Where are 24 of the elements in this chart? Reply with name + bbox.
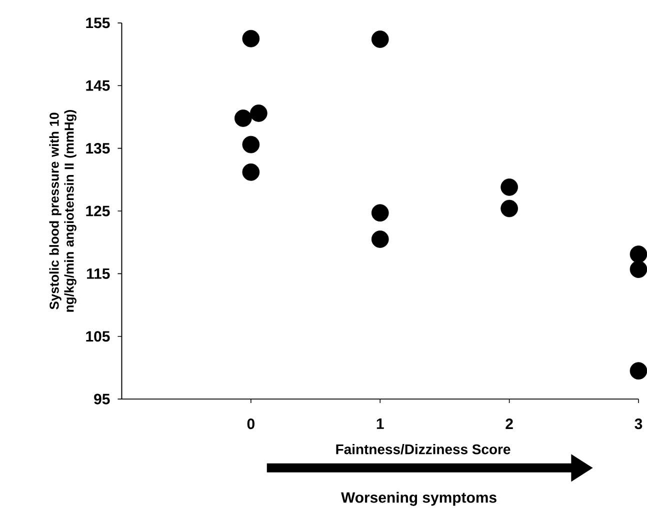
text: Worsening symptoms <box>341 492 496 506</box>
y-axis-title: Systolic blood pressure with 10 ng/kg/min angiotensin II (mmHg) <box>49 110 76 312</box>
point <box>242 164 260 181</box>
point <box>242 136 260 154</box>
x-tick-label: 0 <box>247 418 254 430</box>
x-axis-title: Faintness/Dizziness Score <box>336 444 510 454</box>
y-tick-label: 125 <box>86 206 110 216</box>
point <box>250 104 268 122</box>
point <box>371 30 389 48</box>
point <box>371 204 389 222</box>
point <box>242 30 260 48</box>
point <box>500 200 518 218</box>
y-tick-label: 95 <box>94 394 110 404</box>
x-tick-label: 3 <box>634 418 642 430</box>
y-tick-label: 145 <box>86 80 110 91</box>
y-tick-label: 115 <box>87 268 110 279</box>
x-tick-label: 2 <box>506 418 513 430</box>
y-tick-label: 155 <box>86 18 110 28</box>
point <box>234 110 252 127</box>
point <box>371 230 389 248</box>
y-tick-label: 135 <box>86 143 110 154</box>
y-tick-label: 105 <box>86 331 110 342</box>
x-tick-label: 1 <box>376 418 384 429</box>
point <box>500 178 518 196</box>
